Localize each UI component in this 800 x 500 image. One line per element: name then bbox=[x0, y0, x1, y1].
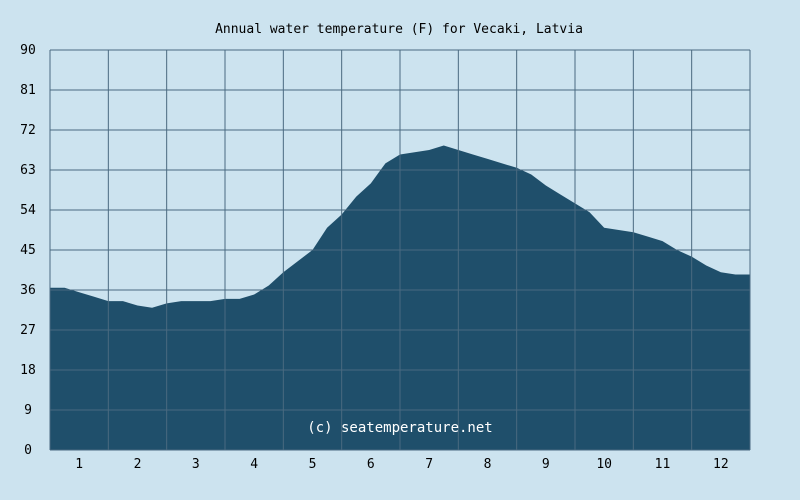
y-tick-label: 27 bbox=[20, 323, 36, 338]
y-tick-label: 90 bbox=[20, 43, 36, 58]
x-tick-label: 2 bbox=[134, 457, 142, 472]
y-tick-label: 72 bbox=[20, 123, 36, 138]
x-tick-label: 6 bbox=[367, 457, 375, 472]
x-tick-label: 1 bbox=[75, 457, 83, 472]
y-tick-label: 45 bbox=[20, 243, 36, 258]
watermark: (c) seatemperature.net bbox=[307, 420, 492, 436]
x-tick-label: 5 bbox=[309, 457, 317, 472]
y-tick-label: 0 bbox=[24, 443, 32, 458]
y-tick-label: 36 bbox=[20, 283, 36, 298]
x-tick-label: 10 bbox=[596, 457, 612, 472]
y-tick-layer: 0 9 18 27 36 45 54 63 72 81 90 bbox=[20, 43, 36, 458]
y-tick-label: 18 bbox=[20, 363, 36, 378]
chart-title: Annual water temperature (F) for Vecaki,… bbox=[215, 22, 583, 37]
x-tick-label: 11 bbox=[655, 457, 671, 472]
grid-layer bbox=[49, 49, 751, 451]
x-tick-label: 7 bbox=[425, 457, 433, 472]
y-tick-label: 63 bbox=[20, 163, 36, 178]
x-tick-label: 4 bbox=[250, 457, 258, 472]
y-tick-label: 9 bbox=[24, 403, 32, 418]
y-tick-label: 54 bbox=[20, 203, 36, 218]
x-tick-label: 12 bbox=[713, 457, 729, 472]
x-tick-label: 8 bbox=[484, 457, 492, 472]
y-tick-label: 81 bbox=[20, 83, 36, 98]
x-tick-label: 3 bbox=[192, 457, 200, 472]
x-tick-layer: 1 2 3 4 5 6 7 8 9 10 11 12 bbox=[75, 457, 728, 472]
x-tick-label: 9 bbox=[542, 457, 550, 472]
